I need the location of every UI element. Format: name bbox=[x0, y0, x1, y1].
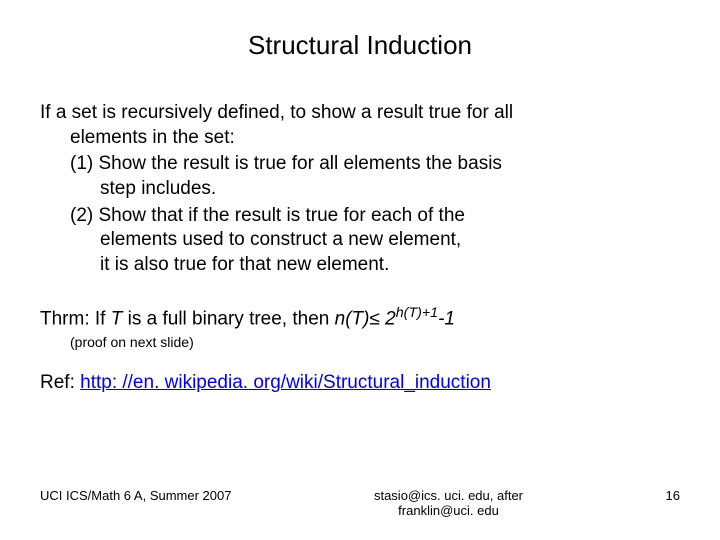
body-content: If a set is recursively defined, to show… bbox=[40, 101, 680, 278]
thrm-nT: n(T) bbox=[335, 308, 370, 329]
step-2-line-2: elements used to construct a new element… bbox=[100, 228, 680, 253]
step-2-line-3: it is also true for that new element. bbox=[100, 253, 680, 278]
thrm-prefix: Thrm: If bbox=[40, 308, 111, 329]
footer-email-line-1: stasio@ics. uci. edu, after bbox=[231, 488, 665, 503]
intro-line-2: elements in the set: bbox=[70, 126, 680, 151]
ref-label: Ref: bbox=[40, 372, 80, 393]
intro-line-1: If a set is recursively defined, to show… bbox=[40, 101, 680, 126]
step-1-line-1: (1) Show the result is true for all elem… bbox=[70, 152, 680, 177]
thrm-exponent: h(T)+1 bbox=[396, 305, 438, 321]
slide-footer: UCI ICS/Math 6 A, Summer 2007 stasio@ics… bbox=[40, 488, 680, 518]
slide-title: Structural Induction bbox=[40, 30, 680, 61]
ref-link[interactable]: http: //en. wikipedia. org/wiki/Structur… bbox=[80, 372, 491, 393]
step-2-line-1: (2) Show that if the result is true for … bbox=[70, 204, 680, 229]
thrm-le: ≤ 2 bbox=[369, 308, 395, 329]
thrm-var-T: T bbox=[111, 308, 123, 329]
thrm-suffix: -1 bbox=[438, 308, 455, 329]
footer-email: stasio@ics. uci. edu, after franklin@uci… bbox=[231, 488, 665, 518]
proof-note: (proof on next slide) bbox=[70, 334, 680, 350]
reference-line: Ref: http: //en. wikipedia. org/wiki/Str… bbox=[40, 372, 680, 394]
footer-course: UCI ICS/Math 6 A, Summer 2007 bbox=[40, 488, 231, 503]
thrm-mid: is a full binary tree, then bbox=[122, 308, 334, 329]
theorem-line: Thrm: If T is a full binary tree, then n… bbox=[40, 304, 680, 332]
footer-email-line-2: franklin@uci. edu bbox=[231, 503, 665, 518]
step-1-line-2: step includes. bbox=[100, 177, 680, 202]
slide-number: 16 bbox=[666, 488, 680, 503]
